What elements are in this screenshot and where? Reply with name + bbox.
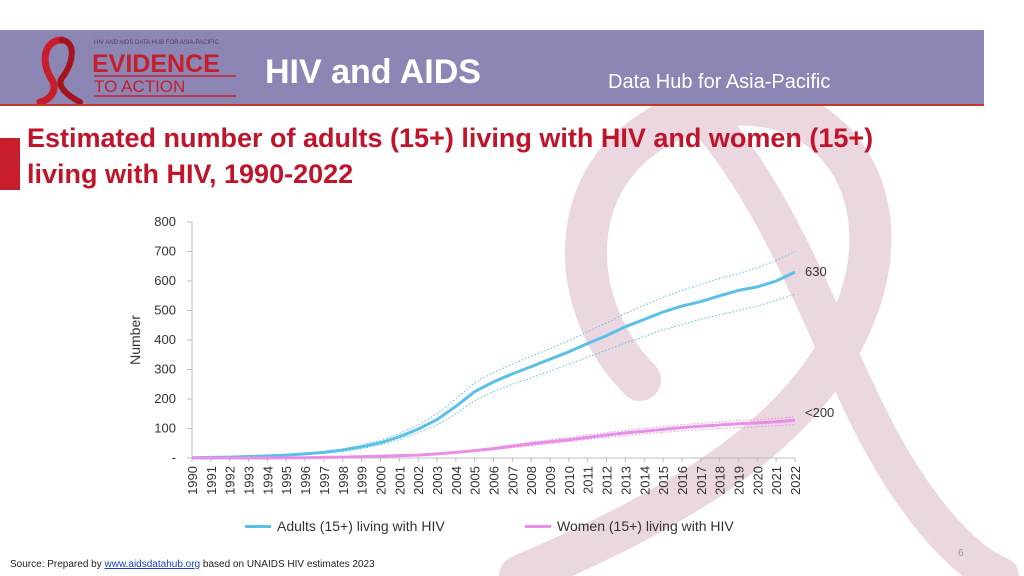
x-tick-label: 1996 [298, 466, 313, 495]
source-link[interactable]: www.aidsdatahub.org [104, 559, 201, 570]
title-accent-bar [0, 138, 20, 190]
y-axis-label: Number [127, 315, 143, 365]
x-tick-label: 2011 [581, 466, 596, 494]
x-tick-label: 2009 [543, 466, 558, 495]
x-tick-label: 2000 [373, 466, 388, 495]
svg-text:TO ACTION: TO ACTION [94, 77, 185, 96]
x-tick-label: 2018 [713, 466, 728, 495]
x-tick-label: 2015 [656, 466, 671, 495]
header-subtitle: Data Hub for Asia-Pacific [608, 71, 831, 93]
x-tick-label: 2007 [505, 466, 520, 495]
legend-label-women: Women (15+) living with HIV [557, 518, 734, 534]
x-tick-label: 1991 [204, 466, 219, 495]
y-tick-label: 400 [154, 332, 176, 347]
x-tick-label: 2012 [600, 466, 615, 495]
y-tick-label: - [172, 450, 176, 465]
svg-text:HIV AND AIDS DATA HUB FOR ASIA: HIV AND AIDS DATA HUB FOR ASIA-PACIFIC [94, 40, 219, 46]
x-tick-label: 1990 [185, 466, 200, 495]
x-tick-label: 1992 [223, 466, 238, 495]
y-tick-label: 300 [154, 362, 176, 377]
adults-end-label: 630 [805, 264, 827, 279]
legend-label-adults: Adults (15+) living with HIV [277, 518, 445, 534]
x-tick-label: 2021 [769, 466, 784, 495]
x-tick-label: 2022 [788, 466, 803, 495]
evidence-to-action-logo: HIV AND AIDS DATA HUB FOR ASIA-PACIFIC E… [36, 36, 236, 104]
x-tick-label: 2005 [468, 466, 483, 495]
legend-swatch-women [525, 524, 551, 528]
women-upper-bound-line [192, 416, 796, 459]
x-tick-label: 2002 [411, 466, 426, 495]
x-tick-label: 2006 [487, 466, 502, 495]
y-tick-label: 500 [154, 303, 176, 318]
x-tick-label: 1999 [355, 466, 370, 495]
x-tick-label: 2017 [694, 466, 709, 495]
adults-lower-bound-line [191, 293, 796, 459]
x-tick-label: 1997 [317, 466, 332, 495]
source-prefix: Source: Prepared by [10, 559, 105, 570]
header-title: HIV and AIDS [265, 53, 481, 91]
women-end-label: <200 [805, 405, 834, 420]
x-tick-label: 2020 [750, 466, 765, 495]
women-lower-bound-line [192, 424, 796, 459]
x-tick-label: 2001 [392, 466, 407, 495]
adults-series-line [191, 270, 796, 460]
y-tick-label: 600 [154, 273, 176, 288]
women-series-line [192, 418, 796, 460]
x-tick-label: 1998 [336, 466, 351, 495]
legend-item-women: Women (15+) living with HIV [525, 518, 734, 534]
y-tick-label: 700 [154, 244, 176, 259]
x-tick-label: 2004 [449, 466, 464, 495]
legend-item-adults: Adults (15+) living with HIV [245, 518, 445, 534]
x-tick-label: 1995 [279, 466, 294, 495]
y-tick-label: 800 [154, 214, 176, 229]
y-tick-label: 200 [154, 391, 176, 406]
x-tick-label: 2014 [637, 466, 652, 495]
page-number: 6 [958, 548, 964, 559]
x-tick-label: 2013 [618, 466, 633, 495]
y-tick-label: 100 [154, 421, 176, 436]
svg-text:EVIDENCE: EVIDENCE [92, 50, 220, 78]
x-tick-label: 2010 [562, 466, 577, 495]
x-tick-label: 1993 [242, 466, 257, 495]
x-tick-label: 2016 [675, 466, 690, 495]
x-tick-label: 2008 [524, 466, 539, 495]
header-banner [0, 30, 984, 106]
x-tick-label: 2019 [731, 466, 746, 495]
adults-upper-bound-line [191, 251, 796, 459]
legend-swatch-adults [245, 524, 271, 528]
x-tick-label: 2003 [430, 466, 445, 495]
source-note: Source: Prepared by www.aidsdatahub.org … [10, 559, 375, 570]
x-tick-label: 1994 [260, 466, 275, 495]
source-suffix: based on UNAIDS HIV estimates 2023 [200, 559, 375, 570]
chart-title: Estimated number of adults (15+) living … [27, 123, 874, 189]
